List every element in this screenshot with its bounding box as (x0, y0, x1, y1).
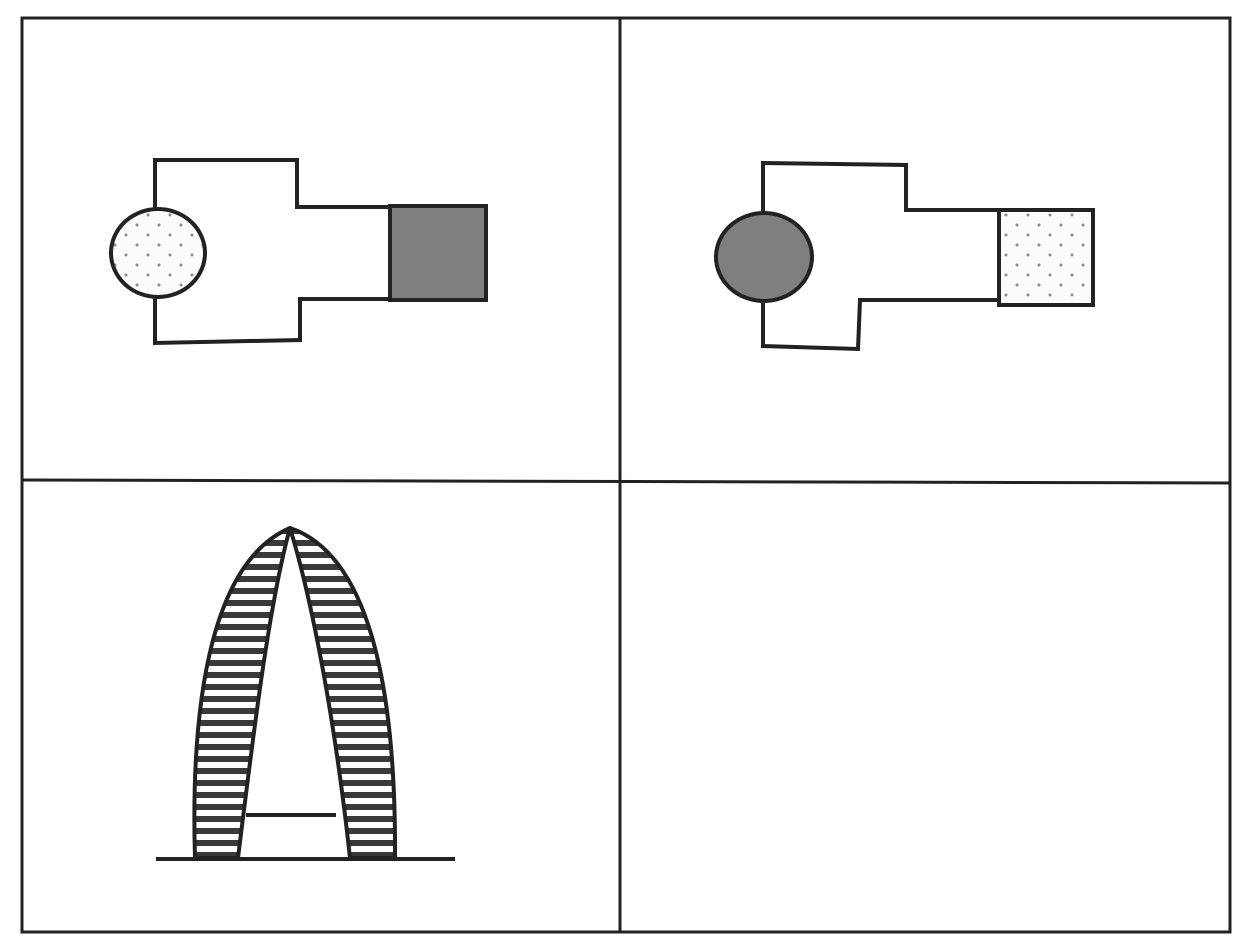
dotted-square (997, 208, 1095, 307)
panel-top-right (714, 160, 1095, 352)
gray-square (388, 204, 488, 302)
dotted-circle (109, 207, 207, 299)
arch-right-leg (288, 526, 398, 860)
grid-divider-horizontal (21, 478, 1231, 485)
panel-top-left (109, 158, 488, 346)
arch-left-leg (192, 526, 292, 860)
panel-bottom-left (156, 526, 455, 861)
grid-border (20, 16, 1232, 934)
gray-circle (714, 211, 814, 303)
